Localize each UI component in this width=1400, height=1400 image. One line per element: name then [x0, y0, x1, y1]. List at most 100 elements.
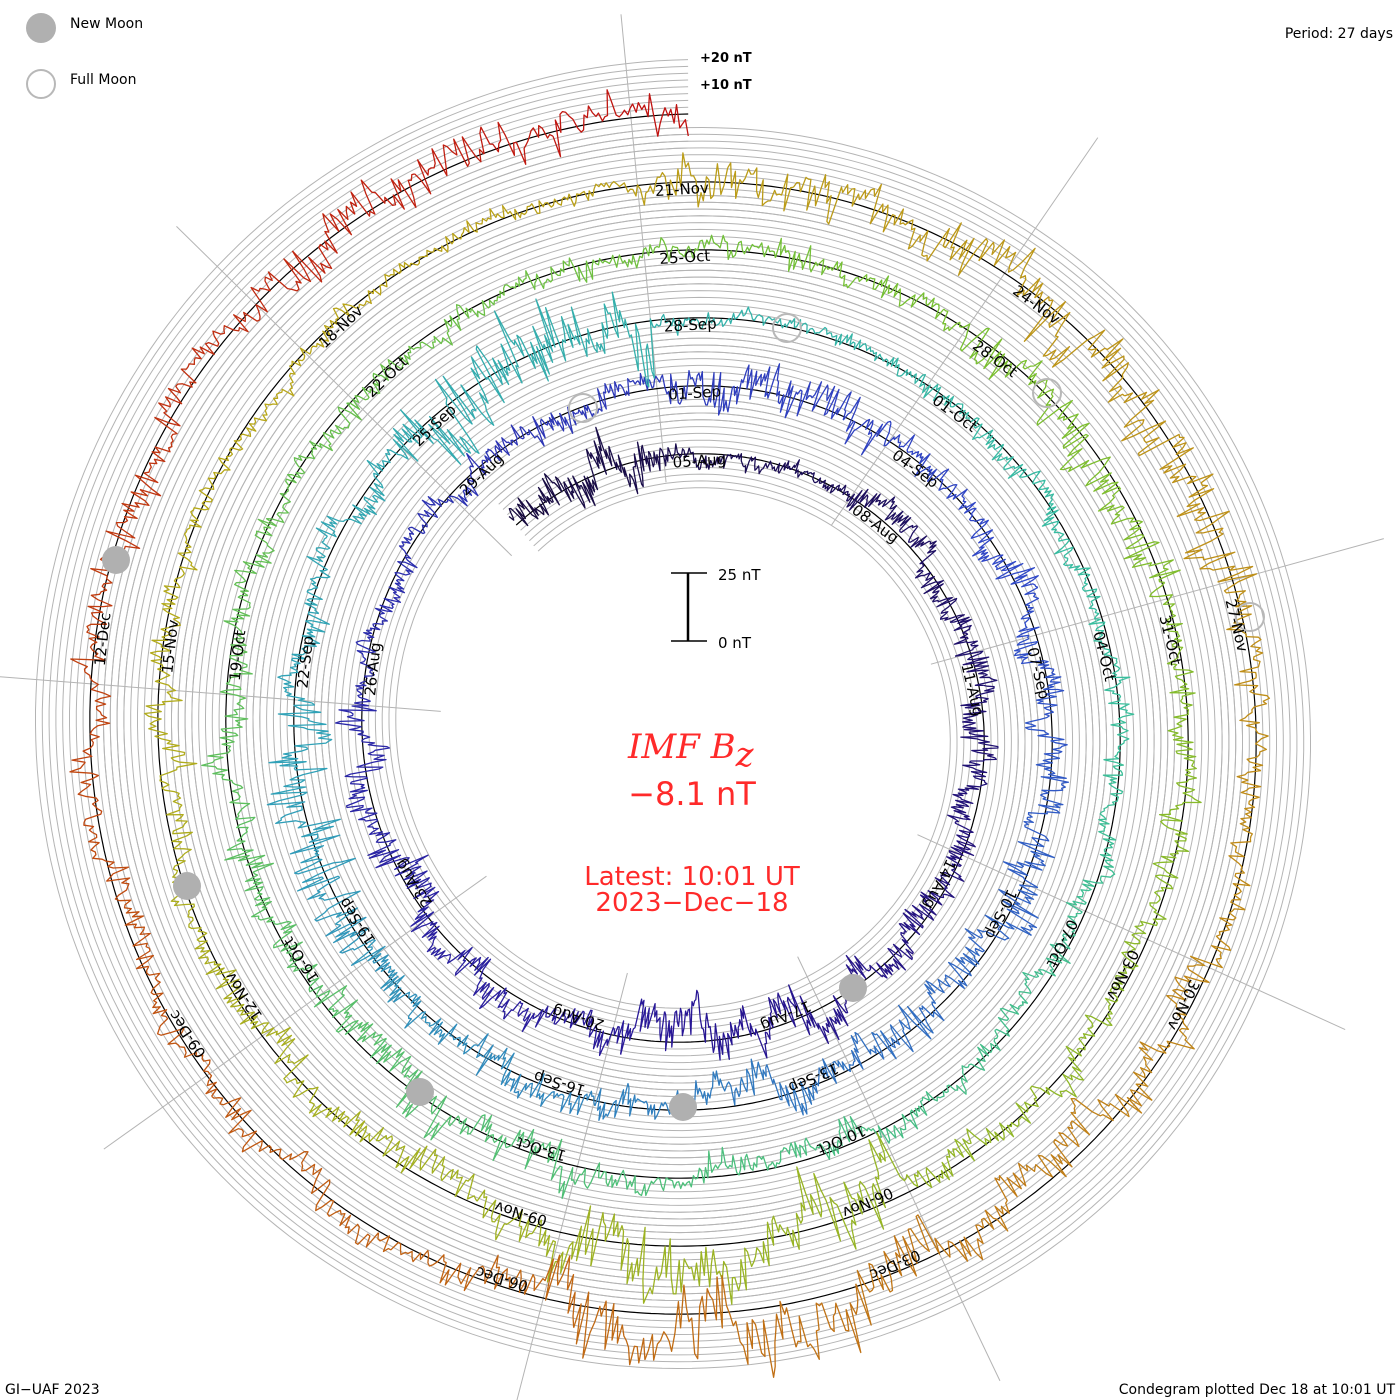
bz-trace-segment: [368, 1127, 437, 1174]
bz-trace-segment: [695, 309, 746, 330]
bz-trace-segment: [1051, 528, 1085, 571]
bz-trace-segment: [590, 1212, 658, 1304]
bz-trace-segment: [268, 746, 328, 795]
bz-trace-segment: [159, 759, 198, 822]
bz-trace-segment: [960, 684, 995, 723]
date-label: 28-Oct: [969, 336, 1021, 381]
bz-trace-segment: [1013, 634, 1055, 674]
bz-trace-segment: [876, 1132, 954, 1188]
scale-bar: [671, 572, 707, 642]
bz-trace-segment: [680, 369, 722, 416]
bz-trace-segment: [1102, 761, 1125, 811]
bz-trace-segment: [883, 423, 923, 459]
bz-trace-segment: [907, 1214, 984, 1262]
bz-trace-segment: [354, 358, 403, 403]
bz-trace-segment: [494, 270, 548, 302]
bz-trace-segment: [1072, 862, 1116, 906]
bz-trace-segment: [779, 1166, 842, 1250]
bz-trace-segment: [401, 509, 433, 546]
radial-spokes: [0, 14, 1384, 1400]
bz-trace-segment: [1034, 378, 1079, 440]
full-moon-marker: [568, 393, 598, 423]
bz-trace-segment: [1059, 422, 1112, 487]
bz-trace-segment: [223, 594, 251, 653]
bz-trace-segment: [134, 416, 178, 497]
date-label: 15-Nov: [158, 619, 182, 675]
bz-trace-segment: [865, 947, 907, 979]
bz-trace-segment: [949, 616, 979, 657]
bz-trace-segment: [551, 1007, 593, 1030]
full-moon-marker: [1032, 378, 1062, 408]
bz-trace-segment: [1070, 1089, 1153, 1136]
bz-trace-segment: [105, 489, 150, 556]
bz-trace-segment: [892, 908, 924, 961]
bz-trace-segment: [529, 188, 595, 214]
bz-trace-segment: [1167, 700, 1197, 762]
bz-trace-segment: [1121, 389, 1185, 457]
bz-trace-segment: [434, 375, 495, 454]
grid-spiral: [35, 59, 1311, 1370]
bz-trace-segment: [421, 921, 451, 960]
bz-trace-segment: [315, 1179, 379, 1248]
bz-trace-segment: [88, 831, 131, 902]
bz-trace-segment: [994, 991, 1032, 1037]
bz-trace-segment: [783, 459, 815, 483]
bz-trace-segment: [355, 622, 384, 661]
bz-trace-segment: [1024, 715, 1068, 760]
bz-trace-segment: [219, 651, 253, 707]
bz-trace-segment: [999, 1085, 1051, 1138]
bz-trace-segment: [753, 456, 786, 475]
bz-trace-segment: [392, 409, 466, 465]
bz-trace-segment: [1088, 616, 1118, 663]
bz-trace-segment: [1112, 932, 1141, 992]
bz-trace-segment: [544, 306, 606, 362]
bz-trace-segment: [274, 1038, 319, 1105]
grid-spiral: [41, 65, 1305, 1363]
bz-trace-segment: [119, 899, 154, 970]
bz-trace-segment: [656, 443, 690, 472]
bz-trace-segment: [1176, 507, 1236, 571]
bz-trace-segment: [1093, 479, 1143, 531]
new-moon-marker: [406, 1078, 434, 1106]
zero-line-spiral: [89, 113, 1257, 1315]
bz-trace-segment: [493, 298, 556, 384]
bz-trace-segment: [1239, 700, 1269, 772]
bz-trace-segment: [602, 244, 660, 269]
date-label: 17-Aug: [758, 997, 814, 1035]
new-moon-marker: [669, 1093, 697, 1121]
bz-trace-segment: [1132, 1037, 1195, 1101]
bz-trace-segment: [339, 486, 386, 525]
bz-trace-segment: [594, 1082, 642, 1121]
bz-trace-segment: [377, 1232, 445, 1267]
bz-trace-segment: [463, 451, 492, 497]
bz-trace-segment: [877, 496, 912, 532]
bz-trace-segment: [563, 448, 599, 509]
new-moon-marker: [173, 872, 201, 900]
bz-trace-segment: [919, 1072, 968, 1116]
bz-trace-segment: [325, 916, 386, 966]
bz-trace-segment: [160, 570, 185, 635]
bz-trace-segment: [899, 524, 937, 554]
moon-markers: [102, 313, 1265, 1121]
grid-spiral: [69, 93, 1277, 1336]
bz-trace-segment: [911, 222, 989, 276]
grid-spiral: [62, 86, 1284, 1342]
bz-trace-segment: [375, 854, 430, 889]
bz-trace-segment: [344, 740, 391, 783]
bz-trace-segment: [929, 590, 965, 623]
bz-trace-segment: [1158, 760, 1202, 822]
bz-trace-segment: [970, 518, 1004, 563]
bz-trace-segment: [177, 507, 205, 571]
chart-title-subscript: z: [735, 735, 755, 775]
bz-trace-segment: [291, 611, 330, 656]
bz-trace-segment: [414, 136, 485, 195]
bz-trace-segment: [421, 489, 468, 518]
bz-trace-segment: [285, 440, 323, 491]
bz-trace-segment: [665, 1150, 721, 1190]
bz-trace-segment: [446, 946, 492, 987]
period-label: Period: 27 days: [1285, 26, 1393, 42]
date-label: 28-Sep: [663, 314, 717, 335]
credit-label: GI−UAF 2023: [5, 1382, 100, 1398]
bz-trace-segment: [1025, 1120, 1080, 1178]
bz-trace-segment: [954, 650, 998, 687]
